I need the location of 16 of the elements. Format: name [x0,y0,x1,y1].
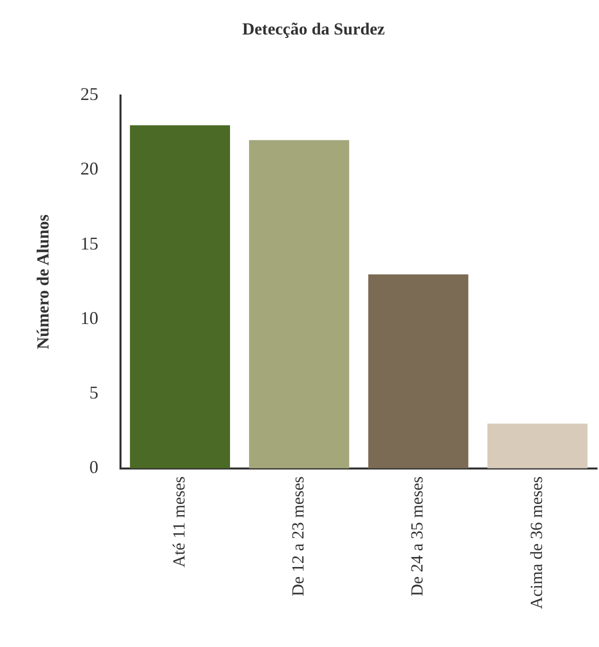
x-tick-label: Acima de 36 meses [526,476,546,609]
x-tick-label: De 12 a 23 meses [288,476,308,596]
y-tick-label: 20 [80,158,98,179]
bar [487,424,588,468]
chart-title: Detecção da Surdez [242,20,386,39]
y-tick-label: 15 [80,233,98,254]
y-tick-label: 5 [89,382,98,402]
bar [249,140,350,468]
y-axis-title: Número de Alunos [34,214,53,350]
bar [130,125,230,468]
x-tick-label: Até 11 meses [169,476,188,568]
y-tick-label: 0 [89,457,98,478]
bar [368,274,468,468]
y-tick-label: 10 [80,308,98,328]
x-tick-label: De 24 a 35 meses [408,476,427,596]
y-tick-label: 25 [80,84,98,104]
